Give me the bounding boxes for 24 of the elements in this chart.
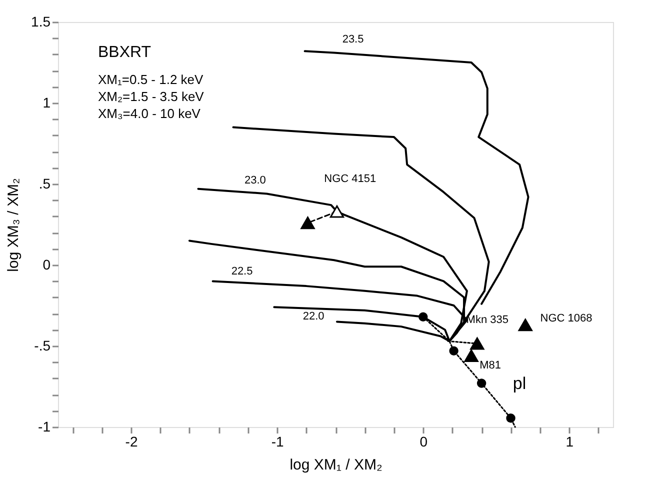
y-tick-label: -1 xyxy=(38,418,51,434)
x-tick-label: 0 xyxy=(420,434,428,450)
annotation: NGC 1068 xyxy=(540,312,592,324)
annotation: M81 xyxy=(480,359,502,372)
x-tick-label: -1 xyxy=(271,434,284,450)
annotation: BBXRT xyxy=(98,44,152,61)
y-axis-title: log XM₃ / XM₂ xyxy=(5,178,22,272)
y-tick-label: 1 xyxy=(42,94,51,110)
annotation: 23.5 xyxy=(342,34,364,46)
annotation: 22.0 xyxy=(302,310,324,323)
annotation: 23.0 xyxy=(244,174,266,187)
annotation: XM₃=4.0 - 10 keV xyxy=(98,106,201,121)
annotation: 22.5 xyxy=(231,265,253,278)
y-tick-label: -.5 xyxy=(34,338,51,354)
y-tick-label: 0 xyxy=(42,256,51,272)
x-axis-title: log XM₁ / XM₂ xyxy=(290,456,382,474)
y-tick-label: .5 xyxy=(38,176,51,192)
annotation: XM₂=1.5 - 3.5 keV xyxy=(98,89,204,104)
annotation: pl xyxy=(512,374,526,393)
annotation: XM₁=0.5 - 1.2 keV xyxy=(98,72,204,87)
annotation: NGC 4151 xyxy=(324,173,376,185)
x-tick-label: 1 xyxy=(566,434,574,450)
x-tick-label: -2 xyxy=(125,434,138,450)
y-tick-label: 1.5 xyxy=(31,14,51,30)
